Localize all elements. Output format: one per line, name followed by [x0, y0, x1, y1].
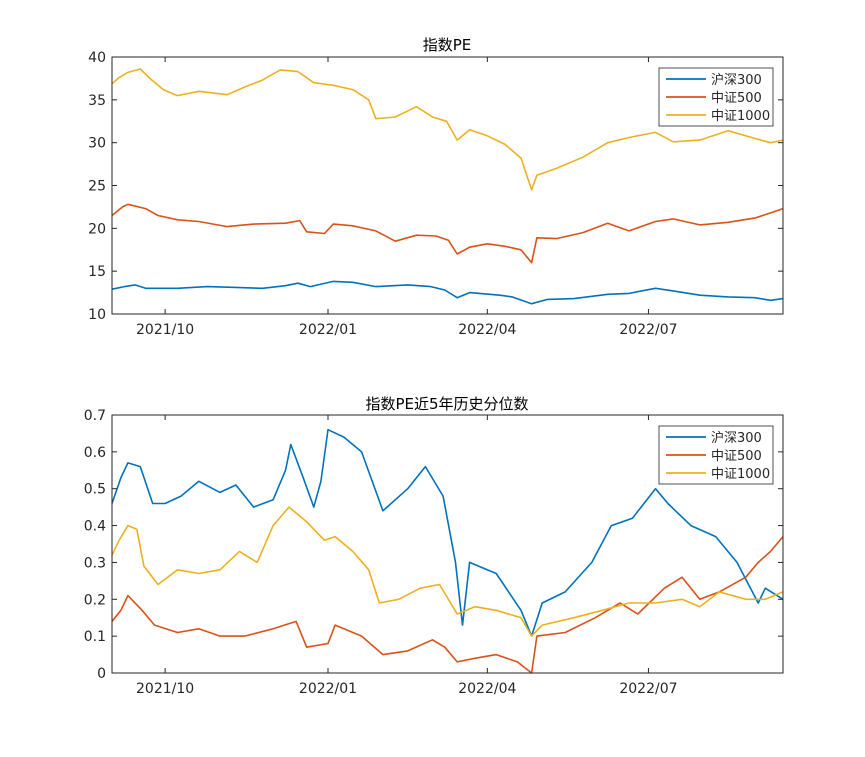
y-tick-label: 0	[97, 666, 106, 682]
legend-label-zz500: 中证500	[711, 449, 762, 464]
axis-ticks: 0 0.1 0.2 0.3 0.4 0.5 0.6 0.7 2021/10 2022/01 2022…	[84, 408, 783, 697]
x-tick-label: 2022/04	[458, 322, 516, 338]
axis-ticks: 10 15 20 25 30 35 40 2021/10 2022/01 2022/04 2022/…	[88, 50, 783, 338]
x-tick-label: 2022/01	[299, 322, 357, 338]
y-tick-label: 10	[88, 307, 106, 323]
series-line-hs300	[111, 280, 784, 305]
chart-title: 指数PE	[423, 36, 472, 54]
y-tick-label: 0.5	[84, 482, 106, 498]
y-tick-label: 30	[88, 136, 106, 152]
legend: 沪深300 中证500 中证1000	[658, 425, 774, 485]
series-line-hs300	[111, 428, 784, 637]
y-tick-label: 0.1	[84, 629, 106, 645]
plot-area-percentile	[111, 428, 784, 674]
x-tick-label: 2021/10	[136, 322, 194, 338]
y-tick-label: 0.7	[84, 408, 106, 424]
series-line-zz500	[111, 203, 784, 264]
plot-area-pe	[111, 68, 784, 305]
x-tick-label: 2022/01	[299, 681, 357, 697]
chart-title: 指数PE近5年历史分位数	[365, 395, 528, 413]
y-tick-label: 35	[88, 93, 106, 109]
legend: 沪深300 中证500 中证1000	[658, 67, 774, 127]
panel-pe: 指数PE 10 15 20 25 30 35 40 2021/10 2022/01 2022/04…	[88, 36, 784, 338]
x-tick-label: 2022/07	[619, 681, 677, 697]
y-tick-label: 0.2	[84, 592, 106, 608]
axes-box	[111, 414, 784, 674]
x-tick-label: 2021/10	[136, 681, 194, 697]
series-line-zz1000	[111, 68, 784, 191]
y-tick-label: 20	[88, 221, 106, 237]
legend-label-zz1000: 中证1000	[711, 467, 770, 482]
y-tick-label: 15	[88, 264, 106, 280]
legend-label-zz500: 中证500	[711, 91, 762, 106]
y-tick-label: 0.4	[84, 519, 106, 535]
y-tick-label: 0.3	[84, 555, 106, 571]
y-tick-label: 0.6	[84, 445, 106, 461]
x-tick-label: 2022/07	[619, 322, 677, 338]
y-tick-label: 25	[88, 179, 106, 195]
series-line-zz500	[111, 536, 784, 674]
y-tick-label: 40	[88, 50, 106, 66]
legend-label-hs300: 沪深300	[711, 72, 762, 88]
series-line-zz1000	[111, 506, 784, 637]
legend-label-hs300: 沪深300	[711, 430, 762, 446]
panel-pe-percentile: 指数PE近5年历史分位数 0 0.1 0.2 0.3 0.4 0.5 0.6 0.7 2021/…	[84, 395, 784, 697]
legend-label-zz1000: 中证1000	[711, 109, 770, 124]
x-tick-label: 2022/04	[458, 681, 516, 697]
